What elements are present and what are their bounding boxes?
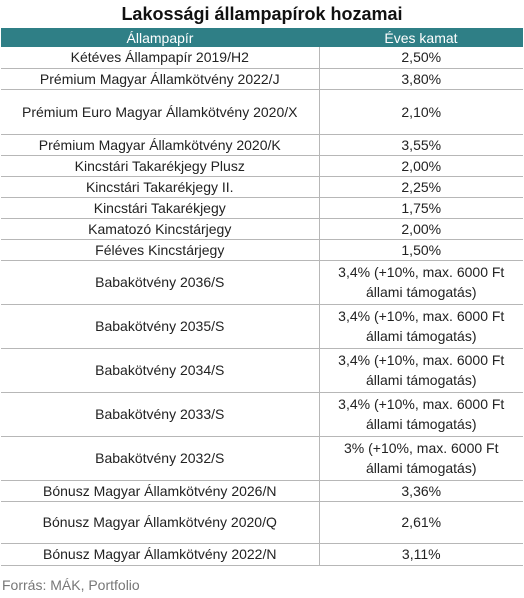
bond-name: Bónusz Magyar Államkötvény 2022/N bbox=[1, 543, 320, 566]
bond-name: Babakötvény 2033/S bbox=[1, 392, 320, 437]
bond-rate: 3,80% bbox=[319, 68, 523, 90]
table-row: Kincstári Takarékjegy 1,75% bbox=[1, 197, 523, 219]
bond-name: Kincstári Takarékjegy II. bbox=[1, 176, 320, 198]
bond-name: Prémium Magyar Államkötvény 2022/J bbox=[1, 68, 320, 90]
bond-name: Bónusz Magyar Államkötvény 2026/N bbox=[1, 480, 320, 502]
table-row: Bónusz Magyar Államkötvény 2022/N 3,11% bbox=[1, 543, 523, 566]
table-row: Prémium Euro Magyar Államkötvény 2020/X … bbox=[1, 89, 523, 135]
table-header-row: Állampapír Éves kamat bbox=[1, 28, 523, 47]
bond-rate: 3,4% (+10%, max. 6000 Ft állami támogatá… bbox=[319, 260, 523, 305]
bond-rate: 3,4% (+10%, max. 6000 Ft állami támogatá… bbox=[319, 304, 523, 349]
source-note: Forrás: MÁK, Portfolio bbox=[2, 577, 140, 593]
bond-rate: 3,4% (+10%, max. 6000 Ft állami támogatá… bbox=[319, 392, 523, 437]
bond-rate: 3,36% bbox=[319, 480, 523, 502]
table-row: Kétéves Állampapír 2019/H2 2,50% bbox=[1, 47, 523, 69]
column-header-bond: Állampapír bbox=[1, 28, 319, 47]
bond-rate: 3,11% bbox=[319, 543, 523, 566]
bond-name: Babakötvény 2034/S bbox=[1, 348, 320, 393]
bond-name: Prémium Magyar Államkötvény 2020/K bbox=[1, 134, 320, 156]
bond-name: Kincstári Takarékjegy bbox=[1, 197, 320, 219]
table-row: Kincstári Takarékjegy II. 2,25% bbox=[1, 176, 523, 198]
bond-rate: 2,00% bbox=[319, 218, 523, 240]
bond-name: Babakötvény 2032/S bbox=[1, 436, 320, 481]
table-row: Babakötvény 2032/S 3% (+10%, max. 6000 F… bbox=[1, 436, 523, 481]
table-row: Prémium Magyar Államkötvény 2022/J 3,80% bbox=[1, 68, 523, 90]
table-row: Kamatozó Kincstárjegy 2,00% bbox=[1, 218, 523, 240]
bond-name: Babakötvény 2035/S bbox=[1, 304, 320, 349]
bond-rate: 2,50% bbox=[319, 47, 523, 69]
table-row: Féléves Kincstárjegy 1,50% bbox=[1, 239, 523, 261]
bond-name: Babakötvény 2036/S bbox=[1, 260, 320, 305]
bond-rate: 3,4% (+10%, max. 6000 Ft állami támogatá… bbox=[319, 348, 523, 393]
bond-rate: 2,25% bbox=[319, 176, 523, 198]
bond-name: Kincstári Takarékjegy Plusz bbox=[1, 155, 320, 177]
table-row: Kincstári Takarékjegy Plusz 2,00% bbox=[1, 155, 523, 177]
bond-name: Bónusz Magyar Államkötvény 2020/Q bbox=[1, 501, 320, 544]
bond-rate: 1,50% bbox=[319, 239, 523, 261]
bond-rate: 3% (+10%, max. 6000 Ft állami támogatás) bbox=[319, 436, 523, 481]
table-row: Babakötvény 2033/S 3,4% (+10%, max. 6000… bbox=[1, 392, 523, 437]
bond-rate: 1,75% bbox=[319, 197, 523, 219]
column-header-rate: Éves kamat bbox=[319, 28, 523, 47]
bond-rate: 2,61% bbox=[319, 501, 523, 544]
table-row: Babakötvény 2036/S 3,4% (+10%, max. 6000… bbox=[1, 260, 523, 305]
table-row: Prémium Magyar Államkötvény 2020/K 3,55% bbox=[1, 134, 523, 156]
bond-name: Kamatozó Kincstárjegy bbox=[1, 218, 320, 240]
bond-name: Prémium Euro Magyar Államkötvény 2020/X bbox=[1, 89, 320, 135]
bond-rate: 3,55% bbox=[319, 134, 523, 156]
bond-name: Kétéves Állampapír 2019/H2 bbox=[1, 47, 320, 69]
bonds-table: Állampapír Éves kamat Kétéves Állampapír… bbox=[1, 28, 523, 566]
table-row: Babakötvény 2035/S 3,4% (+10%, max. 6000… bbox=[1, 304, 523, 349]
table-row: Bónusz Magyar Államkötvény 2020/Q 2,61% bbox=[1, 501, 523, 544]
bond-name: Féléves Kincstárjegy bbox=[1, 239, 320, 261]
bond-rate: 2,10% bbox=[319, 89, 523, 135]
table-title: Lakossági állampapírok hozamai bbox=[121, 4, 403, 24]
bond-rate: 2,00% bbox=[319, 155, 523, 177]
table-row: Bónusz Magyar Államkötvény 2026/N 3,36% bbox=[1, 480, 523, 502]
table-row: Babakötvény 2034/S 3,4% (+10%, max. 6000… bbox=[1, 348, 523, 393]
